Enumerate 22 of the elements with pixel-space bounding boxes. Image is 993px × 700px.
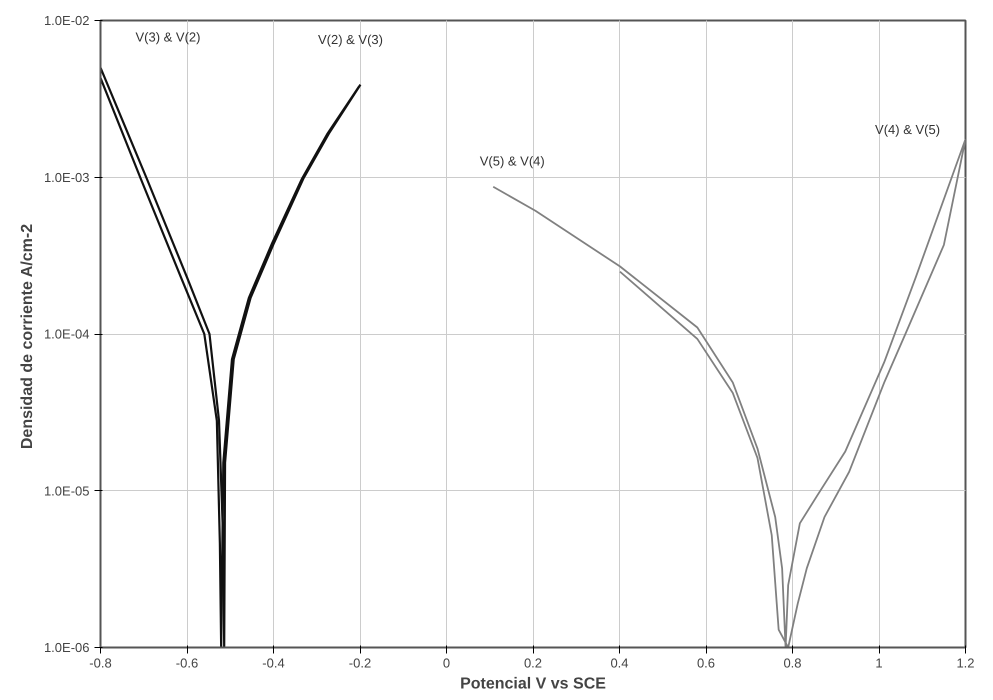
x-tick-label: -0.2	[348, 656, 372, 670]
x-tick-label: -0.4	[262, 656, 285, 670]
x-tick-label: 0.2	[524, 656, 542, 670]
y-tick-label: 1.0E-05	[44, 483, 90, 498]
x-tick-label: 1	[875, 656, 883, 670]
annotation: V(3) & V(2)	[135, 29, 200, 44]
y-axis-title: Densidad de corriente A/cm-2	[18, 224, 36, 450]
x-tick-label: 0.8	[783, 656, 802, 670]
y-tick-label: 1.0E-02	[44, 13, 90, 28]
x-tick-label: 0.6	[696, 656, 716, 670]
y-tick-label: 1.0E-06	[44, 640, 90, 655]
x-axis-title: Potencial V vs SCE	[460, 676, 606, 692]
annotation: V(5) & V(4)	[480, 153, 545, 168]
y-tick-label: 1.0E-04	[44, 326, 90, 342]
y-tick-label: 1.0E-03	[44, 170, 90, 185]
x-tick-label: -0.8	[89, 656, 112, 670]
x-tick-label: 1.2	[956, 656, 975, 670]
x-tick-label: -0.6	[176, 656, 198, 670]
annotation: V(4) & V(5)	[875, 122, 940, 138]
annotation: V(2) & V(3)	[318, 32, 383, 47]
x-tick-label: 0.4	[610, 656, 629, 670]
x-tick-label: 0	[442, 656, 450, 670]
